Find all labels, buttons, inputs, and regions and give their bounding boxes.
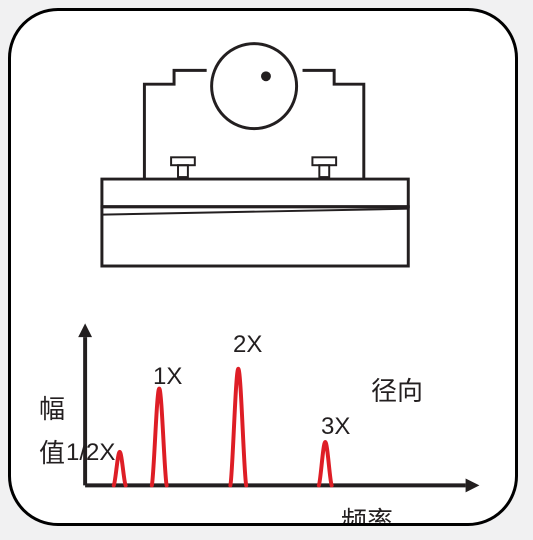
diagram-frame: 幅 值 频率 径向 1/2X 1X 2X 3X <box>8 8 518 526</box>
chart-direction-label: 径向 <box>371 371 423 408</box>
chart-y-label-char1: 幅 <box>39 389 65 426</box>
chart-y-label-char2: 值 <box>39 433 65 470</box>
chart-x-label: 频率 <box>341 501 393 526</box>
peak-label-2x: 2X <box>233 331 262 359</box>
peak-label-half-x: 1/2X <box>66 439 115 467</box>
peak-label-3x: 3X <box>321 413 350 441</box>
peak-label-1x: 1X <box>153 363 182 391</box>
